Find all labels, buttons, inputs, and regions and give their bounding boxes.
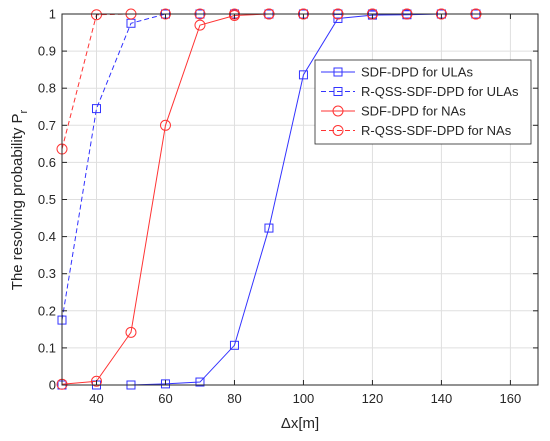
data-point <box>90 375 102 387</box>
legend: SDF-DPD for ULAs R-QSS-SDF-DPD for ULAs SD… <box>314 59 532 145</box>
y-tick-label: 0.7 <box>38 118 56 133</box>
y-tick-label: 0.6 <box>38 155 56 170</box>
legend-item-sdf-dpd-nas: SDF-DPD for NAs <box>321 104 466 119</box>
x-tick-label: 40 <box>89 391 103 406</box>
y-tick-label: 0.5 <box>38 192 56 207</box>
y-axis-label-subscript: r <box>18 109 30 113</box>
x-tick-label: 80 <box>227 391 241 406</box>
x-tick-label: 60 <box>158 391 172 406</box>
legend-label: SDF-DPD for ULAs <box>361 65 473 80</box>
legend-label: SDF-DPD for NAs <box>361 104 466 119</box>
data-point <box>298 70 308 80</box>
y-tick-label: 0.2 <box>38 303 56 318</box>
data-point <box>264 223 274 233</box>
y-axis-label-main: The resolving probability P <box>9 113 26 290</box>
y-tick-label: 1 <box>49 7 56 22</box>
legend-marker <box>332 105 344 117</box>
y-tick-label: 0.4 <box>38 229 56 244</box>
legend-marker <box>333 67 343 77</box>
x-axis-label: Δx[m] <box>281 415 319 432</box>
data-point <box>160 379 170 389</box>
legend-label: R-QSS-SDF-DPD for ULAs <box>361 84 519 99</box>
legend-box <box>314 59 532 145</box>
legend-item-rqss-sdf-dpd-ulas: R-QSS-SDF-DPD for ULAs <box>321 84 519 99</box>
x-tick-label: 140 <box>431 391 453 406</box>
x-tick-label: 100 <box>293 391 315 406</box>
data-point <box>195 377 205 387</box>
data-point <box>125 326 137 338</box>
legend-marker <box>332 125 344 136</box>
legend-item-sdf-dpd-ulas: SDF-DPD for ULAs <box>321 65 473 80</box>
y-tick-label: 0.8 <box>38 81 56 96</box>
y-tick-label: 0.3 <box>38 266 56 281</box>
ticks: 40 60 80 100 120 140 160 0 0.1 0.2 0.3 0.4 0.5 0.6 0.7… <box>38 7 538 406</box>
data-point <box>194 19 206 31</box>
y-axis-label: The resolving probability Pr <box>9 109 30 290</box>
data-point <box>159 119 171 131</box>
x-tick-label: 160 <box>500 391 522 406</box>
legend-label: R-QSS-SDF-DPD for NAs <box>361 123 512 138</box>
series-line <box>61 13 476 321</box>
legend-marker <box>333 87 343 96</box>
data-point <box>90 9 102 21</box>
x-tick-label: 120 <box>362 391 384 406</box>
y-tick-label: 0.1 <box>38 340 56 355</box>
y-tick-label: 0 <box>49 378 56 393</box>
legend-item-rqss-sdf-dpd-nas: R-QSS-SDF-DPD for NAs <box>321 123 512 138</box>
data-point <box>91 104 101 114</box>
y-tick-label: 0.9 <box>38 44 56 59</box>
data-point <box>229 340 239 350</box>
